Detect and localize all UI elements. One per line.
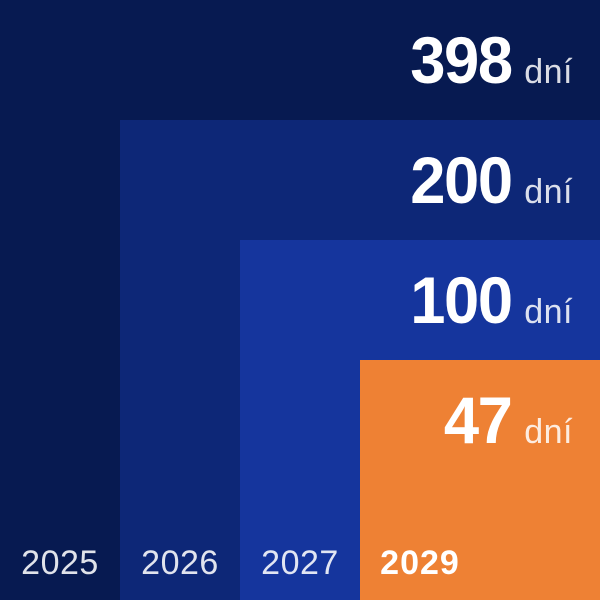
square-2029 [360, 360, 600, 600]
